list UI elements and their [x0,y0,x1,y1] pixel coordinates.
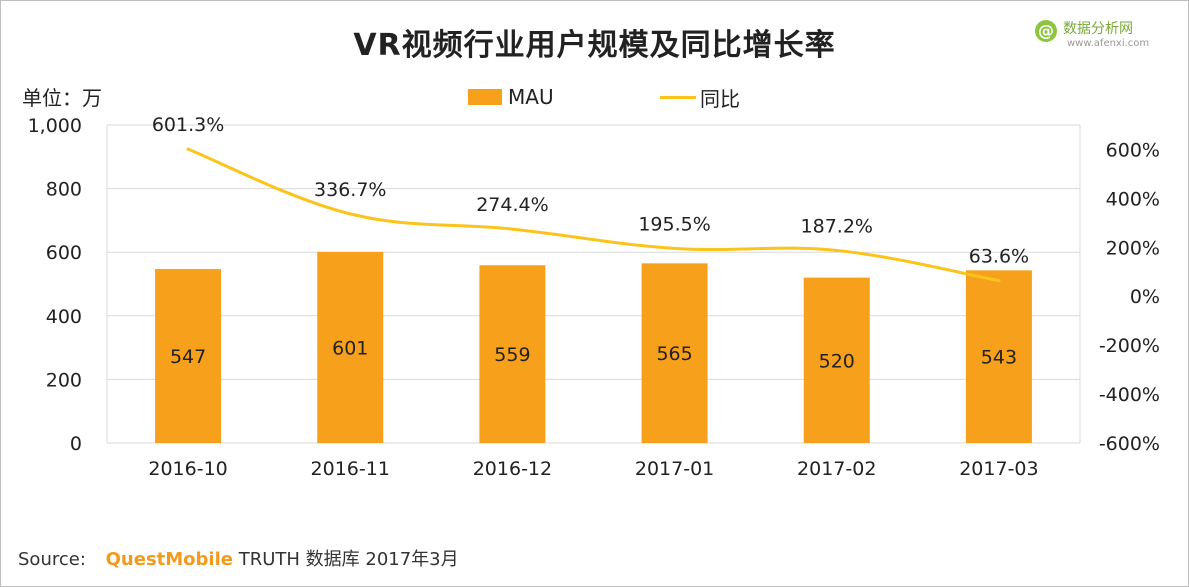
bar-value-label: 565 [656,343,692,365]
legend-item-mau: MAU [468,84,554,110]
legend: MAU 同比 [468,84,758,111]
yoy-point [997,279,1001,283]
bar [317,251,384,443]
bar [641,263,708,443]
yoy-point [186,147,190,151]
bar [155,269,222,443]
left-axis-tick-label: 1,000 [28,115,82,137]
legend-swatch-line [660,95,696,99]
left-axis-tick-label: 200 [46,369,82,391]
logo-text: 数据分析网 [1063,21,1133,37]
bar-value-label: 543 [981,347,1017,369]
yoy-value-label: 601.3% [152,114,224,136]
source-suffix: TRUTH 数据库 2017年3月 [238,549,459,570]
legend-item-yoy: 同比 [660,84,740,111]
source-prefix: Source: [18,549,86,570]
yoy-point [835,248,839,252]
right-axis-tick-label: 600% [1106,139,1160,161]
yoy-value-label: 274.4% [476,194,548,216]
yoy-value-label: 63.6% [969,246,1029,268]
source-line: Source: QuestMobile TRUTH 数据库 2017年3月 [18,545,459,571]
bar-value-label: 559 [494,344,530,366]
bar [479,265,546,443]
yoy-value-label: 195.5% [638,213,710,235]
unit-label: 单位：万 [22,86,102,110]
left-axis-tick-label: 0 [70,433,82,455]
yoy-value-label: 187.2% [801,215,873,237]
left-axis-tick-label: 400 [46,306,82,328]
bar-value-label: 547 [170,346,206,368]
right-axis-tick-label: -600% [1099,433,1160,455]
left-axis-tick-label: 600 [46,242,82,264]
legend-swatch-bar [468,89,502,105]
right-axis-tick-label: 0% [1130,286,1160,308]
yoy-value-label: 336.7% [314,179,386,201]
bar-value-label: 520 [819,350,855,372]
right-axis-tick-label: 200% [1106,237,1160,259]
site-logo[interactable]: @ 数据分析网 www.afenxi.com [1035,18,1170,52]
source-brand: QuestMobile [105,549,233,570]
yoy-point [510,227,514,231]
right-axis-tick-label: -400% [1099,384,1160,406]
yoy-point [673,246,677,250]
logo-url: www.afenxi.com [1067,38,1150,49]
bar [803,277,870,443]
legend-label-mau: MAU [508,85,554,109]
x-axis-tick-label: 2017-02 [797,458,876,480]
x-axis-tick-label: 2017-01 [635,458,714,480]
left-axis-tick-label: 800 [46,179,82,201]
right-axis-tick-label: -200% [1099,335,1160,357]
legend-label-yoy: 同比 [700,86,740,111]
x-axis-tick-label: 2017-03 [959,458,1038,480]
x-axis-tick-label: 2016-10 [148,458,227,480]
chart-title: VR视频行业用户规模及同比增长率 [353,28,836,63]
yoy-point [348,212,352,216]
bar [965,270,1032,443]
yoy-series-line [186,147,1001,283]
logo-at-icon: @ [1035,20,1057,42]
x-axis-tick-label: 2016-11 [311,458,390,480]
right-axis-tick-label: 400% [1106,188,1160,210]
x-axis-tick-label: 2016-12 [473,458,552,480]
bar-value-label: 601 [332,337,368,359]
